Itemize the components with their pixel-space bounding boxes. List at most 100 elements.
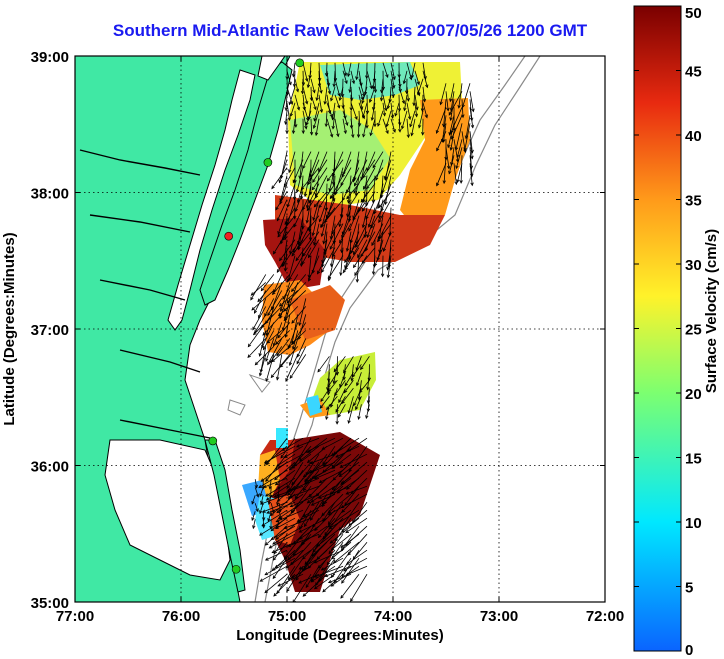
- velocity-arrow: [330, 239, 336, 267]
- velocity-arrowhead: [351, 80, 356, 85]
- velocity-arrow: [341, 549, 360, 578]
- velocity-arrow: [285, 549, 312, 569]
- velocity-arrowhead: [371, 85, 376, 90]
- velocity-arrow: [301, 247, 312, 265]
- velocity-arrowhead: [347, 73, 351, 78]
- velocity-arrowhead: [327, 110, 332, 115]
- velocity-arrowhead: [281, 447, 286, 451]
- velocity-arrowhead: [298, 458, 303, 462]
- velocity-arrowhead: [289, 113, 293, 118]
- velocity-arrow: [306, 110, 312, 126]
- velocity-arrowhead: [341, 509, 346, 513]
- velocity-arrowhead: [334, 392, 338, 397]
- velocity-arrow: [276, 509, 304, 522]
- velocity-arrow: [322, 517, 344, 540]
- velocity-arrow: [348, 404, 354, 424]
- velocity-arrowhead: [386, 105, 391, 110]
- colorbar-tick-label: 50: [685, 5, 702, 22]
- velocity-arrow: [294, 110, 297, 128]
- velocity-arrow: [327, 372, 338, 388]
- velocity-arrow: [312, 199, 320, 221]
- velocity-arrowhead: [272, 342, 276, 347]
- velocity-arrow: [260, 565, 288, 582]
- velocity-arrowhead: [316, 556, 321, 560]
- velocity-arrow: [333, 541, 360, 564]
- velocity-arrow: [347, 437, 368, 452]
- velocity-arrowhead: [291, 465, 296, 469]
- velocity-arrow: [339, 223, 352, 244]
- velocity-arrow: [398, 110, 401, 126]
- velocity-arrow: [295, 191, 304, 212]
- velocity-arrowhead: [267, 361, 271, 366]
- velocity-arrow: [251, 290, 275, 311]
- velocity-arrowhead: [382, 112, 387, 117]
- velocity-arrow: [285, 354, 299, 382]
- colorbar-tick-label: 10: [685, 515, 702, 532]
- velocity-arrowhead: [309, 517, 314, 521]
- velocity-arrow: [327, 380, 330, 395]
- velocity-arrowhead: [326, 177, 331, 182]
- velocity-arrowhead: [294, 208, 298, 213]
- velocity-arrow: [284, 207, 296, 225]
- velocity-arrowhead: [264, 542, 269, 546]
- velocity-arrow: [259, 354, 267, 376]
- velocity-arrowhead: [283, 525, 288, 530]
- velocity-arrow: [352, 199, 360, 219]
- velocity-arrowhead: [302, 555, 306, 560]
- velocity-arrowhead: [320, 224, 324, 228]
- velocity-arrowhead: [448, 170, 452, 175]
- velocity-arrowhead: [301, 261, 305, 265]
- velocity-arrow: [276, 199, 288, 221]
- velocity-arrow: [302, 110, 307, 129]
- velocity-arrow: [311, 533, 336, 557]
- velocity-arrow: [382, 102, 386, 116]
- velocity-arrowhead: [268, 545, 273, 549]
- velocity-arrow: [346, 231, 352, 252]
- velocity-arrowhead: [306, 207, 311, 212]
- velocity-arrowhead: [360, 96, 364, 101]
- velocity-arrowhead: [407, 116, 412, 121]
- velocity-arrowhead: [344, 382, 348, 387]
- colorbar-ticks: 0 5 10 15 20 25 30 35 40 45 50: [634, 5, 702, 659]
- velocity-arrowhead: [292, 346, 296, 351]
- velocity-arrow: [340, 191, 344, 218]
- velocity-arrow: [310, 485, 336, 503]
- velocity-arrow: [310, 215, 312, 241]
- velocity-arrow: [296, 346, 307, 364]
- velocity-arrowhead: [344, 259, 348, 264]
- velocity-arrowhead: [302, 513, 307, 518]
- velocity-arrow: [302, 62, 308, 82]
- velocity-arrow: [390, 62, 396, 80]
- velocity-arrowhead: [416, 91, 421, 96]
- y-axis-label: Latitude (Degrees:Minutes): [1, 232, 18, 425]
- velocity-arrowhead: [330, 574, 335, 579]
- velocity-arrow: [290, 102, 296, 117]
- velocity-arrowhead: [446, 165, 451, 170]
- velocity-arrow: [310, 453, 336, 464]
- velocity-arrowhead: [326, 406, 330, 411]
- pamlico-sound: [104, 439, 231, 581]
- velocity-arrow: [282, 274, 299, 300]
- velocity-arrowhead: [364, 203, 369, 207]
- velocity-arrowhead: [330, 583, 335, 587]
- velocity-arrow: [265, 298, 283, 324]
- velocity-arrow: [321, 247, 336, 273]
- velocity-arrow: [380, 86, 384, 101]
- velocity-arrowhead: [463, 149, 467, 154]
- velocity-arrowhead: [385, 130, 389, 135]
- velocity-arrow: [280, 175, 288, 202]
- velocity-arrow: [346, 167, 360, 193]
- velocity-arrowhead: [260, 324, 265, 329]
- velocity-arrowhead: [373, 89, 378, 94]
- velocity-arrowhead: [452, 127, 456, 132]
- velocity-arrowhead: [276, 590, 280, 595]
- velocity-arrow: [298, 314, 307, 340]
- colorbar-label: Surface Velocity (cm/s): [703, 229, 720, 393]
- velocity-arrow: [298, 223, 312, 247]
- velocity-arrowhead: [254, 361, 259, 366]
- velocity-arrow: [315, 477, 336, 497]
- radar-station-marker: [208, 436, 218, 446]
- velocity-arrow: [341, 493, 368, 508]
- velocity-arrowhead: [365, 215, 369, 220]
- velocity-arrowhead: [331, 116, 335, 121]
